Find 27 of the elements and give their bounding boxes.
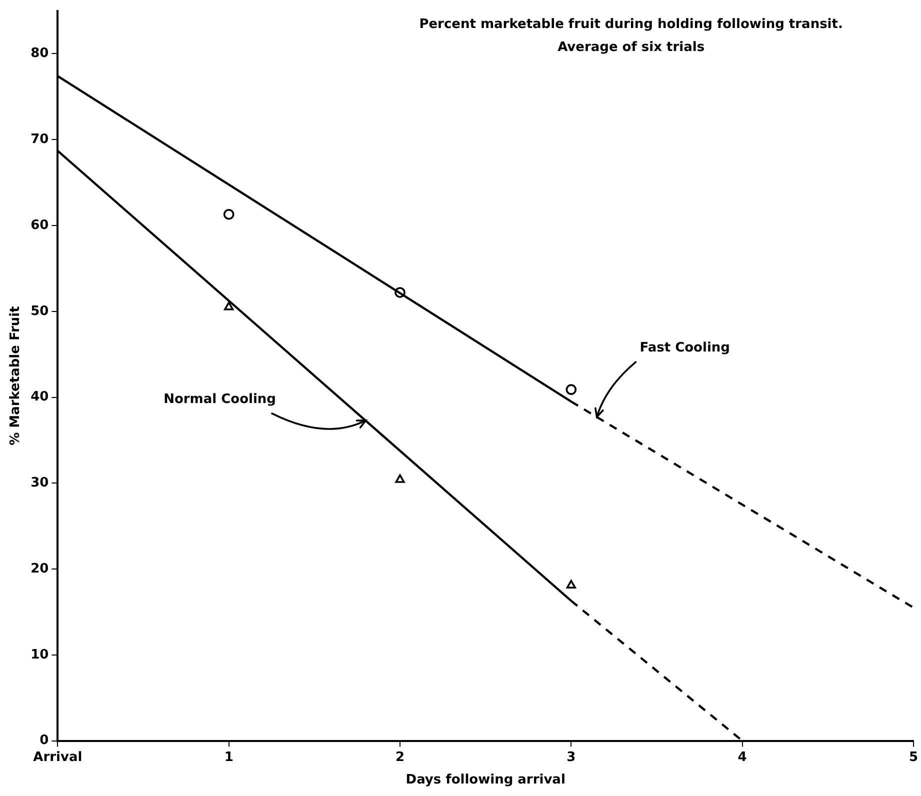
text: Average of six trials [558,40,705,56]
text: Percent marketable fruit during holding following transit. [419,17,843,32]
y-tick-label: 80 [30,46,49,62]
y-tick-label: 70 [30,132,49,147]
x-tick-label: 3 [566,750,576,765]
x-axis-title: Days following arrival [406,772,566,788]
x-tick-label: 1 [224,750,234,765]
y-tick-label: 40 [30,390,49,405]
y-tick-label: 50 [30,304,49,319]
y-tick-label: 10 [30,647,49,662]
y-axis-title: % Marketable Fruit [8,306,24,446]
x-tick-label: 2 [395,750,405,765]
y-tick-label: 30 [30,476,49,491]
point [394,287,406,298]
point [224,302,234,310]
point [223,208,234,220]
point [566,580,576,589]
x-tick-label: 4 [738,750,747,765]
annotation: Fast Cooling [640,340,730,356]
x-tick-label: Arrival [33,750,82,765]
point [395,474,405,483]
annotation: Normal Cooling [164,392,276,407]
y-tick-label: 60 [30,218,49,233]
y-tick-label: 0 [40,733,49,748]
x-tick-label: 5 [908,750,918,765]
point [566,384,577,395]
y-tick-label: 20 [30,561,49,576]
